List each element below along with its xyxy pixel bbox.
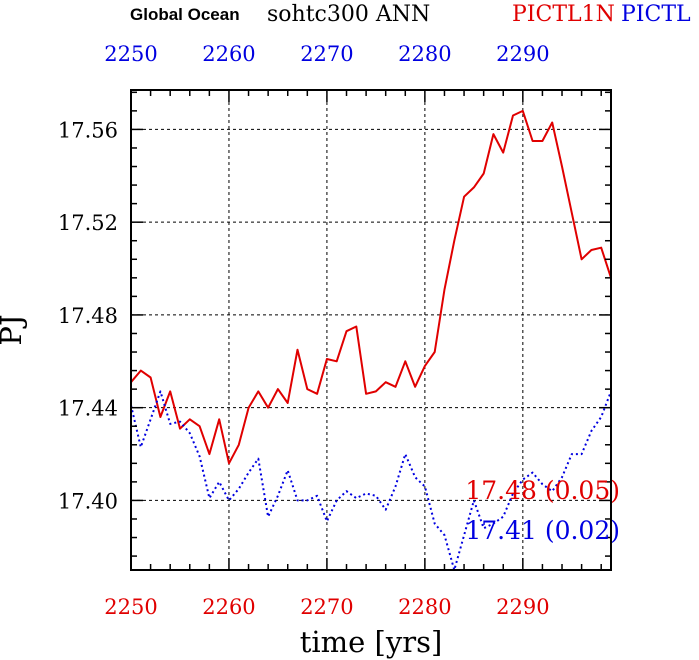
series1-stat-label: 17.48 (0.05) [465,476,620,505]
run2-title: PICTL [621,2,691,27]
y-tick-label: 17.40 [58,489,118,513]
run1-title: PICTL1N [512,2,615,27]
series-layer [130,109,612,571]
y-tick-label: 17.44 [58,397,118,421]
x-tick-label-top: 2290 [496,42,549,66]
x-tick-label-bottom: 2260 [202,595,255,619]
x-tick-label-top: 2270 [300,42,353,66]
series2-stat-label: 17.41 (0.02) [465,516,620,545]
x-tick-label-bottom: 2270 [300,595,353,619]
grid-lines [130,90,611,570]
x-tick-label-top: 2260 [202,42,255,66]
x-tick-label-top: 2250 [104,42,157,66]
series-1-line [130,109,612,465]
tick-labels: 2250 2250 2260 2260 2270 2270 2280 2280 2290 2290… [58,42,550,619]
x-axis-label: time [yrs] [300,625,443,659]
region-title: Global Ocean [130,5,240,24]
x-tick-label-bottom: 2280 [398,595,451,619]
y-tick-label: 17.48 [58,304,118,328]
x-tick-label-top: 2280 [398,42,451,66]
x-tick-label-bottom: 2290 [496,595,549,619]
x-tick-label-bottom: 2250 [104,595,157,619]
axes [130,89,612,571]
y-tick-label: 17.56 [58,118,118,142]
plot-frame [130,89,612,571]
variable-title: sohtc300 ANN [267,2,430,27]
y-axis-label: PJ [0,314,28,345]
y-tick-label: 17.52 [58,211,118,235]
